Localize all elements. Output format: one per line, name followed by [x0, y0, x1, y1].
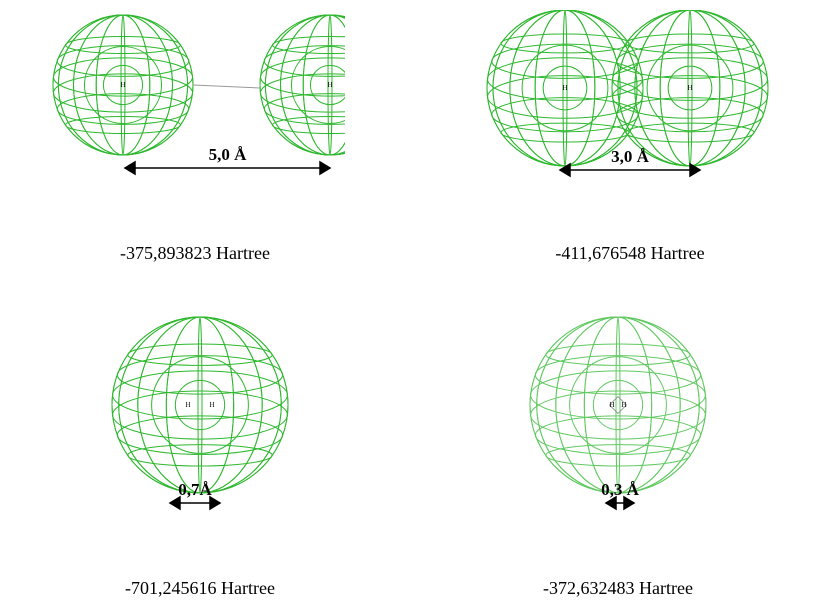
wireframe-diagram: H H 5,0 Å	[45, 10, 345, 235]
panel-panel_0_7: H H 0,7Å -701,245616 Hartree	[90, 315, 310, 599]
svg-text:H: H	[609, 401, 614, 409]
energy-label: -375,893823 Hartree	[45, 243, 345, 264]
diagram-svg: H H 0,7Å	[90, 315, 310, 565]
svg-text:H: H	[562, 84, 567, 92]
svg-text:H: H	[327, 81, 332, 89]
svg-text:0,3 Å: 0,3 Å	[601, 480, 640, 499]
svg-text:H: H	[185, 401, 190, 409]
svg-text:H: H	[209, 401, 214, 409]
wireframe-diagram: H H 0,7Å	[90, 315, 310, 570]
svg-text:H: H	[687, 84, 692, 92]
energy-label: -701,245616 Hartree	[90, 578, 310, 599]
svg-text:H: H	[621, 401, 626, 409]
energy-label: -411,676548 Hartree	[480, 243, 780, 264]
diagram-svg: H H 5,0 Å	[45, 10, 345, 230]
svg-text:3,0 Å: 3,0 Å	[611, 147, 650, 166]
panel-panel_0_3: HH 0,3 Å -372,632483 Hartree	[508, 315, 728, 599]
panel-panel_3_0: H H 3,0 Å -411,676548 Hartree	[480, 10, 780, 264]
diagram-svg: H H 3,0 Å	[480, 10, 780, 230]
panel-panel_5_0: H H 5,0 Å -375,893823 Hartree	[45, 10, 345, 264]
diagram-svg: HH 0,3 Å	[508, 315, 728, 565]
wireframe-diagram: H H 3,0 Å	[480, 10, 780, 235]
svg-text:5,0 Å: 5,0 Å	[209, 145, 248, 164]
svg-text:H: H	[120, 81, 125, 89]
svg-text:0,7Å: 0,7Å	[178, 480, 212, 499]
energy-label: -372,632483 Hartree	[508, 578, 728, 599]
wireframe-diagram: HH 0,3 Å	[508, 315, 728, 570]
